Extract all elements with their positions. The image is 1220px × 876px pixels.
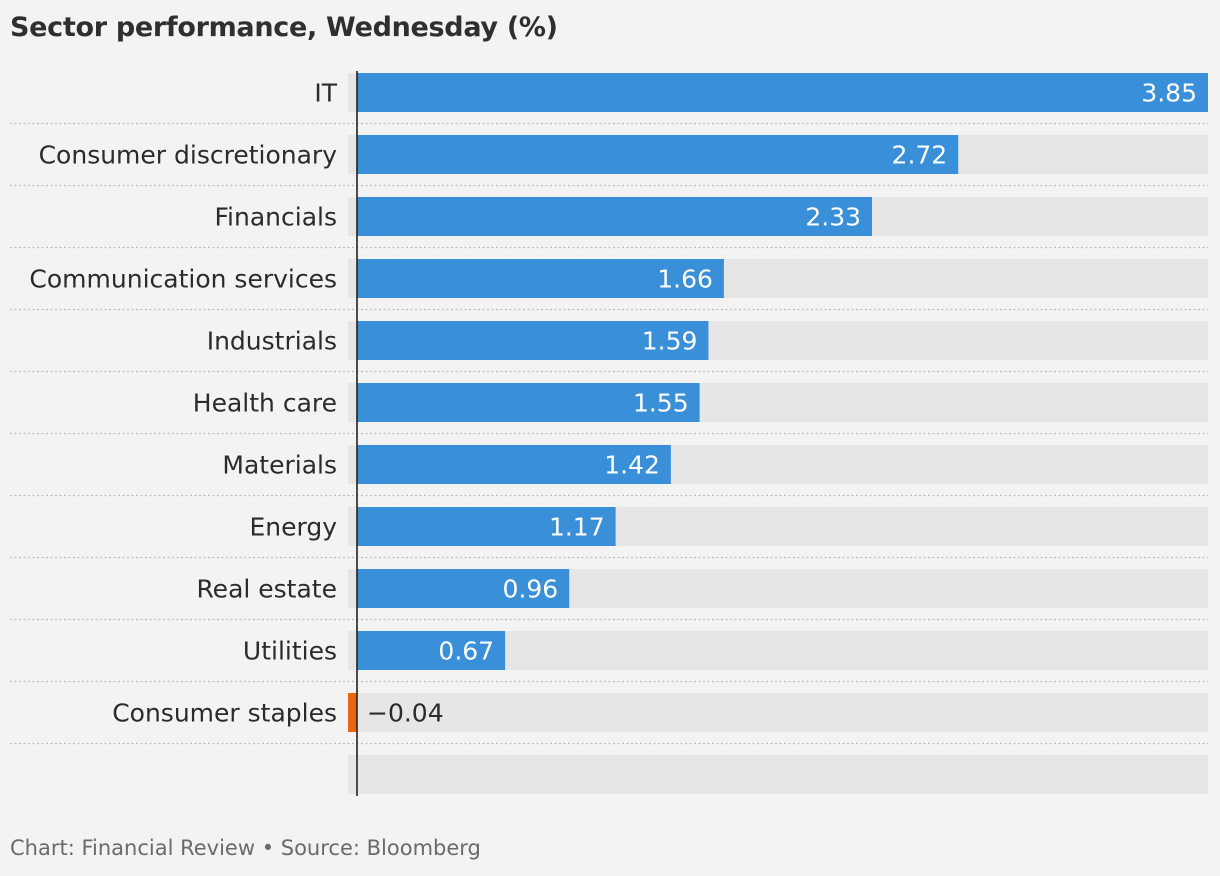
bar-track bbox=[348, 755, 1208, 794]
category-label: Industrials bbox=[207, 327, 337, 356]
bar bbox=[348, 693, 357, 732]
chart-source-credit: Chart: Financial Review • Source: Bloomb… bbox=[10, 836, 481, 860]
category-label: Financials bbox=[215, 203, 338, 232]
bar bbox=[357, 507, 616, 546]
bar bbox=[357, 383, 700, 422]
bar-value-label: 1.42 bbox=[604, 451, 660, 480]
bar-value-label: 0.67 bbox=[438, 637, 494, 666]
bar-value-label: 1.59 bbox=[642, 327, 698, 356]
category-label: Utilities bbox=[243, 637, 337, 666]
bar bbox=[357, 631, 506, 670]
category-label: Communication services bbox=[29, 265, 337, 294]
bar bbox=[357, 259, 724, 298]
category-label: Health care bbox=[193, 389, 337, 418]
category-label: Materials bbox=[222, 451, 337, 480]
bar bbox=[357, 73, 1208, 112]
category-label: Energy bbox=[249, 513, 337, 542]
category-label: Real estate bbox=[196, 575, 337, 604]
bar bbox=[357, 445, 671, 484]
bar bbox=[357, 569, 570, 608]
category-label: Consumer staples bbox=[112, 699, 337, 728]
bar-value-label: 1.66 bbox=[657, 265, 713, 294]
category-label: Consumer discretionary bbox=[39, 141, 338, 170]
bar-track bbox=[348, 693, 1208, 732]
bar bbox=[357, 135, 959, 174]
bar bbox=[357, 197, 873, 236]
bar-value-label: 2.33 bbox=[805, 203, 861, 232]
bar-chart: IT 3.85 Consumer discretionary 2.72 Financia… bbox=[10, 71, 1208, 796]
bar-value-label: −0.04 bbox=[367, 699, 444, 728]
bar-value-label: 1.17 bbox=[549, 513, 605, 542]
bar-value-label: 0.96 bbox=[503, 575, 559, 604]
bar-value-label: 1.55 bbox=[633, 389, 689, 418]
category-label: IT bbox=[314, 79, 337, 108]
bar-value-label: 3.85 bbox=[1141, 79, 1197, 108]
bar-value-label: 2.72 bbox=[892, 141, 948, 170]
bar bbox=[357, 321, 709, 360]
chart-title: Sector performance, Wednesday (%) bbox=[10, 12, 558, 43]
